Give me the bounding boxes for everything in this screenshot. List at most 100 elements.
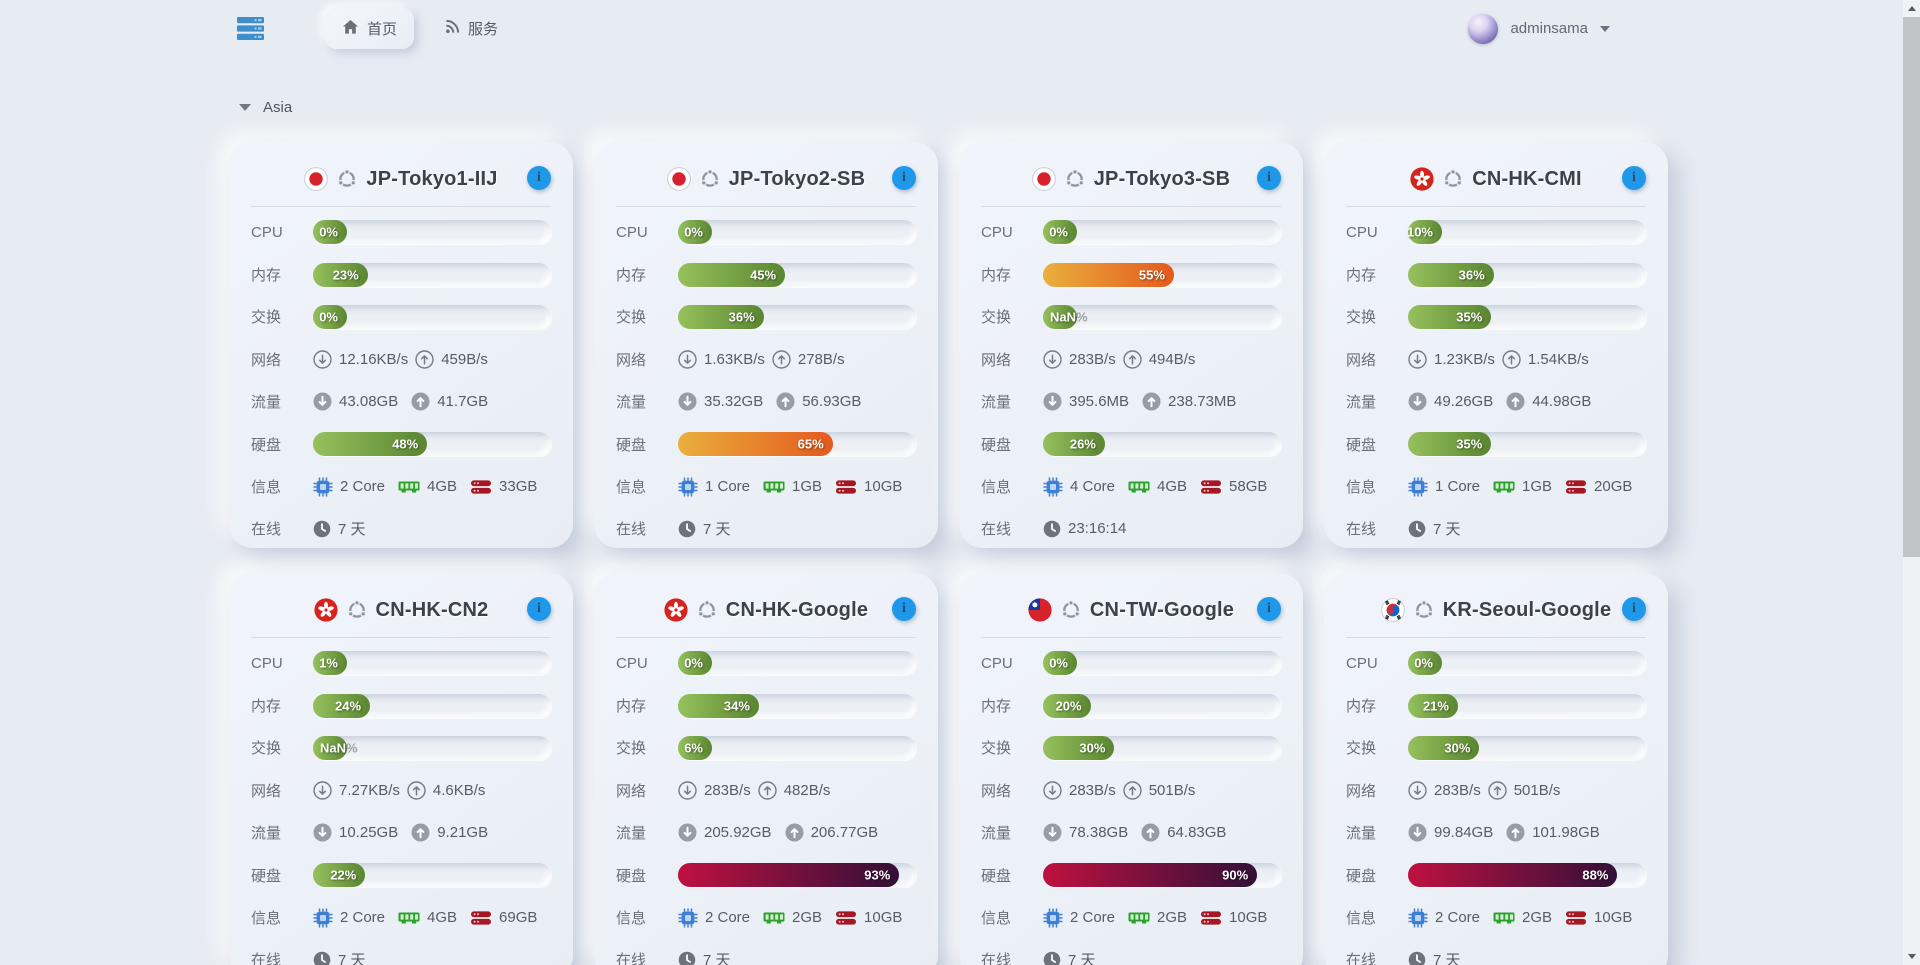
clock-icon (313, 520, 331, 538)
cpu-cores: 4 Core (1070, 478, 1116, 496)
ram-icon (763, 910, 785, 925)
traffic-download-total: 78.38GB (1069, 824, 1129, 842)
download-filled-icon (1408, 392, 1427, 411)
cpu-chip-icon (313, 477, 333, 497)
ram-icon (1493, 479, 1515, 494)
download-circle-icon (313, 350, 332, 369)
region-section-header[interactable]: Asia (239, 99, 1920, 116)
memory-bar: 23% (313, 262, 551, 287)
info-button[interactable]: i (892, 166, 916, 190)
swap-bar: 35% (1408, 304, 1646, 329)
clock-icon (1043, 951, 1061, 965)
disk-row: 硬盘 65% (616, 423, 916, 465)
online-row: 在线 7 天 (1346, 939, 1646, 965)
disk-drive-icon (1565, 479, 1587, 495)
cpu-row: CPU 0% (251, 211, 551, 253)
download-filled-icon (1408, 823, 1427, 842)
scrollbar-thumb[interactable] (1903, 17, 1920, 557)
info-button[interactable]: i (1257, 597, 1281, 621)
ram-size: 2GB (1522, 909, 1553, 927)
swap-row: 交换 6% (616, 727, 916, 769)
swap-row: 交换 30% (981, 727, 1281, 769)
disk-row: 硬盘 93% (616, 854, 916, 896)
download-circle-icon (1408, 781, 1427, 800)
disk-bar: 26% (1043, 432, 1281, 457)
download-filled-icon (313, 392, 332, 411)
upload-filled-icon (776, 392, 795, 411)
uptime-value: 7 天 (1433, 952, 1461, 965)
country-flag-icon (1380, 598, 1405, 622)
uptime-value: 23:16:14 (1068, 520, 1127, 538)
page-scrollbar[interactable] (1903, 0, 1920, 965)
server-stack-icon[interactable] (237, 16, 265, 42)
server-card: CN-TW-Google i CPU 0% 内存 20% 交换 30% 网络 2… (959, 573, 1303, 965)
user-menu[interactable]: adminsama (1468, 0, 1610, 57)
cpu-chip-icon (1043, 477, 1063, 497)
uptime-value: 7 天 (703, 521, 731, 539)
scrollbar-up-arrow[interactable] (1903, 0, 1920, 17)
disk-row: 硬盘 90% (981, 854, 1281, 896)
ram-icon (1128, 479, 1150, 494)
os-icon (700, 169, 720, 189)
divider (981, 637, 1281, 638)
network-row: 网络 283B/s 482B/s (616, 781, 831, 800)
tab-services-label: 服务 (468, 21, 499, 38)
info-button[interactable]: i (527, 166, 551, 190)
upload-filled-icon (785, 823, 804, 842)
memory-bar: 45% (678, 262, 916, 287)
country-flag-icon (1028, 598, 1052, 622)
uptime-value: 7 天 (703, 952, 731, 965)
download-filled-icon (1043, 823, 1062, 842)
scrollbar-down-arrow[interactable] (1903, 948, 1920, 965)
network-row: 网络 283B/s 494B/s (981, 350, 1196, 369)
net-upload-speed: 459B/s (441, 350, 488, 368)
cpu-chip-icon (313, 908, 333, 928)
rss-icon (445, 19, 460, 38)
cpu-bar: 0% (678, 220, 916, 245)
traffic-row: 流量 10.25GB 9.21GB (251, 823, 489, 843)
traffic-row: 流量 99.84GB 101.98GB (1346, 823, 1600, 843)
info-row: 信息 2 Core (251, 477, 538, 497)
download-circle-icon (1043, 350, 1062, 369)
traffic-upload-total: 238.73MB (1168, 393, 1237, 411)
disk-drive-icon (1200, 479, 1222, 495)
traffic-download-total: 35.32GB (704, 393, 764, 411)
cpu-cores: 2 Core (1070, 909, 1116, 927)
divider (616, 637, 916, 638)
storage-size: 33GB (499, 478, 538, 496)
cpu-row: CPU 0% (616, 642, 916, 684)
info-button[interactable]: i (1622, 166, 1646, 190)
cpu-row: CPU 0% (1346, 642, 1646, 684)
disk-drive-icon (470, 479, 492, 495)
swap-bar: NaN% (313, 735, 551, 760)
net-download-speed: 283B/s (1434, 781, 1481, 799)
swap-row: 交换 36% (616, 296, 916, 338)
upload-circle-icon (1502, 350, 1521, 369)
download-filled-icon (678, 823, 697, 842)
traffic-download-total: 10.25GB (339, 824, 399, 842)
info-row: 信息 4 Core (981, 477, 1268, 497)
country-flag-icon (1410, 167, 1434, 191)
traffic-upload-total: 206.77GB (810, 824, 879, 842)
os-icon (1061, 600, 1081, 620)
info-row: 信息 2 Core (616, 908, 903, 928)
info-button[interactable]: i (1622, 597, 1646, 621)
uptime-value: 7 天 (338, 952, 366, 965)
traffic-download-total: 205.92GB (704, 824, 772, 842)
upload-circle-icon (415, 350, 434, 369)
traffic-row: 流量 43.08GB 41.7GB (251, 392, 489, 412)
username: adminsama (1510, 20, 1588, 37)
tab-services[interactable]: 服务 (428, 8, 515, 49)
upload-filled-icon (1141, 823, 1160, 842)
info-button[interactable]: i (1257, 166, 1281, 190)
disk-drive-icon (1565, 910, 1587, 926)
disk-drive-icon (835, 479, 857, 495)
divider (1346, 206, 1646, 207)
user-avatar (1468, 13, 1499, 44)
tab-home[interactable]: 首页 (325, 8, 415, 49)
disk-bar: 22% (313, 863, 551, 888)
divider (1346, 637, 1646, 638)
online-row: 在线 7 天 (1346, 508, 1646, 550)
info-button[interactable]: i (892, 597, 916, 621)
info-button[interactable]: i (527, 597, 551, 621)
